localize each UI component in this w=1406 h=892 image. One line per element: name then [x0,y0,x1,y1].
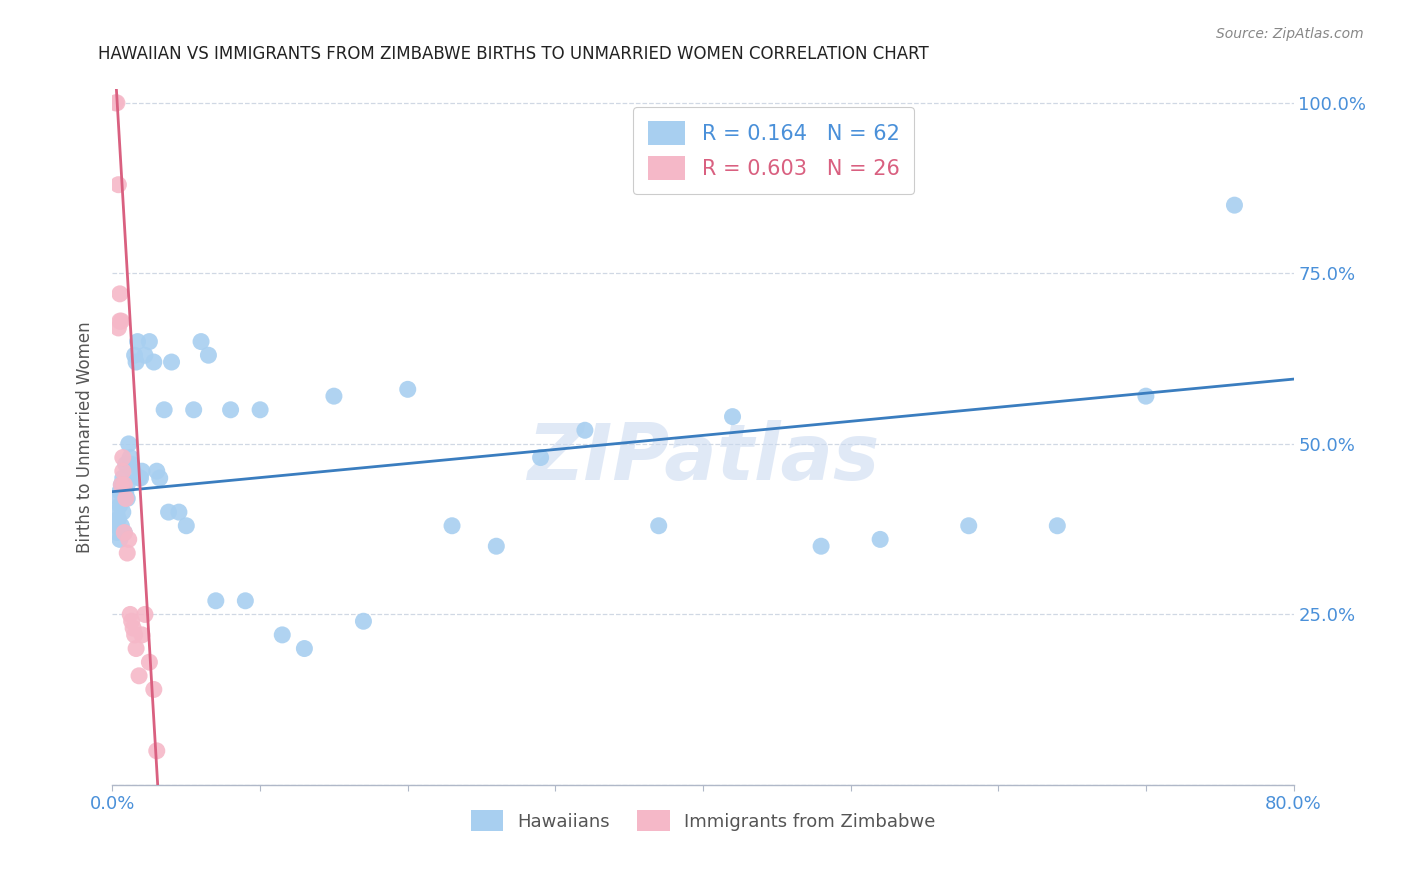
Point [441,518,464,533]
Point [111,450,134,465]
Point [108,484,131,499]
Point [114,484,136,499]
Point [174,518,197,533]
Point [111,464,134,478]
Point [112,491,135,506]
Point [108,533,131,547]
Point [111,505,134,519]
Point [1223,198,1246,212]
Point [121,614,143,628]
Point [647,518,671,533]
Point [131,628,153,642]
Point [197,348,219,362]
Point [118,533,141,547]
Text: Source: ZipAtlas.com: Source: ZipAtlas.com [1216,27,1364,41]
Point [105,505,128,519]
Point [110,518,132,533]
Point [111,471,134,485]
Point [110,478,132,492]
Point [149,471,172,485]
Point [396,382,419,396]
Point [721,409,744,424]
Text: ZIPatlas: ZIPatlas [527,420,879,496]
Point [120,450,142,465]
Point [134,348,156,362]
Point [125,355,148,369]
Point [352,614,374,628]
Point [153,402,176,417]
Legend: Hawaiians, Immigrants from Zimbabwe: Hawaiians, Immigrants from Zimbabwe [464,804,942,838]
Point [108,314,131,328]
Point [110,314,132,328]
Point [157,505,180,519]
Text: HAWAIIAN VS IMMIGRANTS FROM ZIMBABWE BIRTHS TO UNMARRIED WOMEN CORRELATION CHART: HAWAIIAN VS IMMIGRANTS FROM ZIMBABWE BIR… [98,45,929,62]
Point [114,458,136,472]
Point [128,669,150,683]
Point [183,402,205,417]
Point [110,478,132,492]
Point [125,641,148,656]
Point [323,389,346,403]
Point [574,423,596,437]
Point [529,450,551,465]
Point [107,512,129,526]
Point [127,334,149,349]
Point [205,594,228,608]
Point [108,286,131,301]
Point [292,641,315,656]
Point [107,321,129,335]
Point [105,525,128,540]
Point [249,402,271,417]
Point [117,491,138,506]
Point [107,491,129,506]
Y-axis label: Births to Unmarried Women: Births to Unmarried Women [76,321,94,553]
Point [869,533,891,547]
Point [117,478,138,492]
Point [810,539,832,553]
Point [129,471,152,485]
Point [1135,389,1157,403]
Point [112,478,135,492]
Point [160,355,183,369]
Point [128,471,150,485]
Point [112,525,135,540]
Point [107,178,129,192]
Point [114,491,136,506]
Point [117,546,138,560]
Point [190,334,212,349]
Point [138,334,160,349]
Point [957,518,980,533]
Point [118,437,141,451]
Point [146,464,169,478]
Point [105,95,128,110]
Point [1046,518,1069,533]
Point [485,539,508,553]
Point [142,355,165,369]
Point [142,682,165,697]
Point [122,464,145,478]
Point [124,348,146,362]
Point [131,464,153,478]
Point [104,95,127,110]
Point [167,505,190,519]
Point [112,525,135,540]
Point [134,607,156,622]
Point [271,628,294,642]
Point [219,402,242,417]
Point [104,518,127,533]
Point [124,628,146,642]
Point [233,594,256,608]
Point [108,498,131,512]
Point [121,458,143,472]
Point [122,621,145,635]
Point [146,744,169,758]
Point [120,607,142,622]
Point [138,655,160,669]
